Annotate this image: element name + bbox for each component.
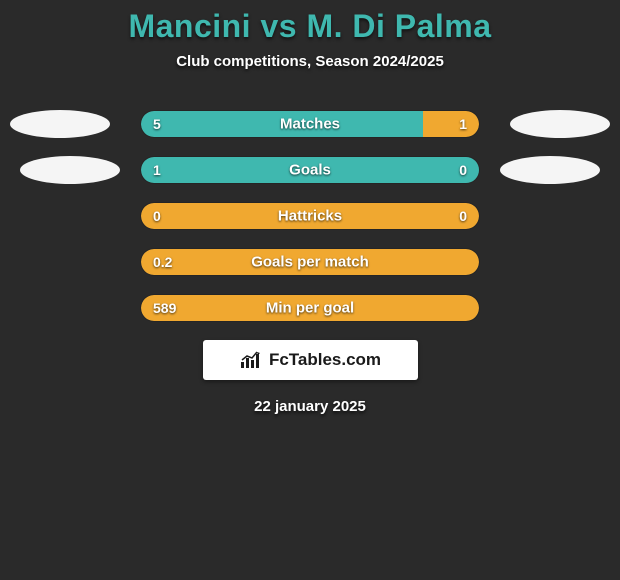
stat-label: Hattricks [278,208,342,225]
stat-row: 0 0 Hattricks [0,202,620,230]
bars-container: 5 1 Matches 1 0 Goals 0 0 Hattricks 0.2 Goals per … [0,110,620,322]
logo-box[interactable]: FcTables.com [203,340,418,380]
stat-value-left: 0.2 [153,254,172,270]
page-title: Mancini vs M. Di Palma [0,8,620,45]
stat-bar: 0.2 Goals per match [140,248,480,276]
stat-row: 589 Min per goal [0,294,620,322]
stat-bar: 589 Min per goal [140,294,480,322]
stat-row: 0.2 Goals per match [0,248,620,276]
date-label: 22 january 2025 [0,398,620,415]
player-left-marker [10,110,110,138]
stat-bar: 0 0 Hattricks [140,202,480,230]
stat-bar: 5 1 Matches [140,110,480,138]
subtitle: Club competitions, Season 2024/2025 [0,53,620,70]
stat-label: Min per goal [266,300,354,317]
stat-label: Matches [280,116,340,133]
bar-fill-right [423,111,479,137]
chart-icon [239,350,263,370]
player-right-marker [510,110,610,138]
stat-value-right: 0 [459,208,467,224]
stat-row: 1 0 Goals [0,156,620,184]
stat-row: 5 1 Matches [0,110,620,138]
stat-value-left: 1 [153,162,161,178]
player-left-marker [20,156,120,184]
stat-value-left: 589 [153,300,176,316]
stat-value-right: 1 [459,116,467,132]
stat-label: Goals [289,162,331,179]
player-right-marker [500,156,600,184]
stat-label: Goals per match [251,254,369,271]
stat-value-left: 5 [153,116,161,132]
logo-text: FcTables.com [269,350,381,370]
stat-bar: 1 0 Goals [140,156,480,184]
comparison-widget: Mancini vs M. Di Palma Club competitions… [0,0,620,415]
stat-value-right: 0 [459,162,467,178]
stat-value-left: 0 [153,208,161,224]
